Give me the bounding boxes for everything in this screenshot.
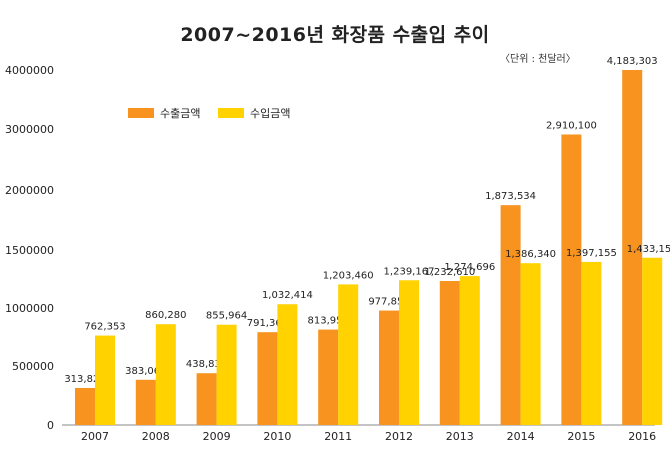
export-data-label: 1,873,534 bbox=[485, 191, 536, 202]
import-bar bbox=[581, 261, 602, 425]
import-data-label: 1,433,152 bbox=[627, 244, 670, 255]
y-tick-label: 2000000 bbox=[5, 184, 54, 197]
import-bar bbox=[277, 304, 298, 425]
import-bar bbox=[399, 280, 419, 425]
x-tick-label: 2014 bbox=[507, 430, 535, 443]
y-tick-label: 0 bbox=[47, 419, 54, 432]
import-data-label: 1,397,155 bbox=[566, 248, 617, 259]
export-data-label: 977,854 bbox=[368, 297, 409, 308]
y-tick-label: 500000 bbox=[12, 360, 54, 373]
export-data-label: 813,951 bbox=[308, 316, 349, 327]
unit-note: 〈단위 : 천달러〉 bbox=[500, 54, 576, 65]
export-data-label: 4,183,303 bbox=[607, 56, 658, 67]
legend-swatch-import bbox=[218, 108, 244, 118]
export-data-label: 1,232,610 bbox=[424, 267, 475, 278]
import-data-label: 1,274,696 bbox=[444, 262, 495, 273]
export-bar bbox=[135, 379, 156, 425]
y-tick-label: 1000000 bbox=[5, 302, 54, 315]
legend-label-import: 수입금액 bbox=[250, 107, 290, 120]
import-data-label: 1,203,460 bbox=[323, 270, 374, 281]
export-bar bbox=[257, 332, 278, 425]
export-bar bbox=[318, 329, 339, 425]
y-tick-label: 4000000 bbox=[5, 64, 54, 77]
legend-swatch-export bbox=[128, 108, 154, 118]
export-bar bbox=[439, 281, 460, 425]
x-tick-label: 2011 bbox=[324, 430, 352, 443]
x-tick-label: 2009 bbox=[203, 430, 231, 443]
export-data-label: 383,061 bbox=[125, 366, 166, 377]
import-data-label: 762,353 bbox=[84, 322, 125, 333]
y-tick-label: 3000000 bbox=[5, 123, 54, 136]
import-data-label: 1,386,340 bbox=[505, 249, 556, 260]
import-bar bbox=[155, 324, 176, 425]
import-data-label: 1,032,414 bbox=[262, 290, 313, 301]
export-bar bbox=[75, 387, 95, 425]
import-data-label: 1,239,167 bbox=[384, 266, 435, 277]
export-data-label: 2,910,100 bbox=[546, 120, 597, 131]
export-bar bbox=[561, 134, 582, 426]
chart-title: 2007~2016년 화장품 수출입 추이 bbox=[180, 24, 490, 46]
import-bar bbox=[520, 263, 541, 425]
x-tick-label: 2016 bbox=[628, 430, 656, 443]
import-data-label: 855,964 bbox=[206, 311, 247, 322]
x-tick-label: 2013 bbox=[446, 430, 474, 443]
legend-label-export: 수출금액 bbox=[160, 107, 200, 120]
export-bar bbox=[379, 310, 399, 425]
x-tick-label: 2015 bbox=[567, 430, 595, 443]
import-bar bbox=[338, 284, 359, 425]
y-tick-label: 1500000 bbox=[5, 244, 54, 257]
x-tick-label: 2010 bbox=[263, 430, 291, 443]
import-bar bbox=[459, 276, 480, 425]
export-data-label: 791,368 bbox=[247, 318, 288, 329]
import-data-label: 860,280 bbox=[145, 310, 186, 321]
export-bar bbox=[500, 205, 521, 425]
export-bar bbox=[196, 373, 217, 425]
import-bar bbox=[642, 257, 663, 425]
export-bar bbox=[622, 70, 643, 425]
import-bar bbox=[216, 324, 237, 425]
x-tick-label: 2008 bbox=[142, 430, 170, 443]
export-data-label: 313,822 bbox=[64, 374, 105, 385]
x-tick-label: 2012 bbox=[385, 430, 413, 443]
import-bar bbox=[95, 335, 115, 425]
x-tick-label: 2007 bbox=[81, 430, 109, 443]
export-data-label: 438,838 bbox=[186, 359, 227, 370]
